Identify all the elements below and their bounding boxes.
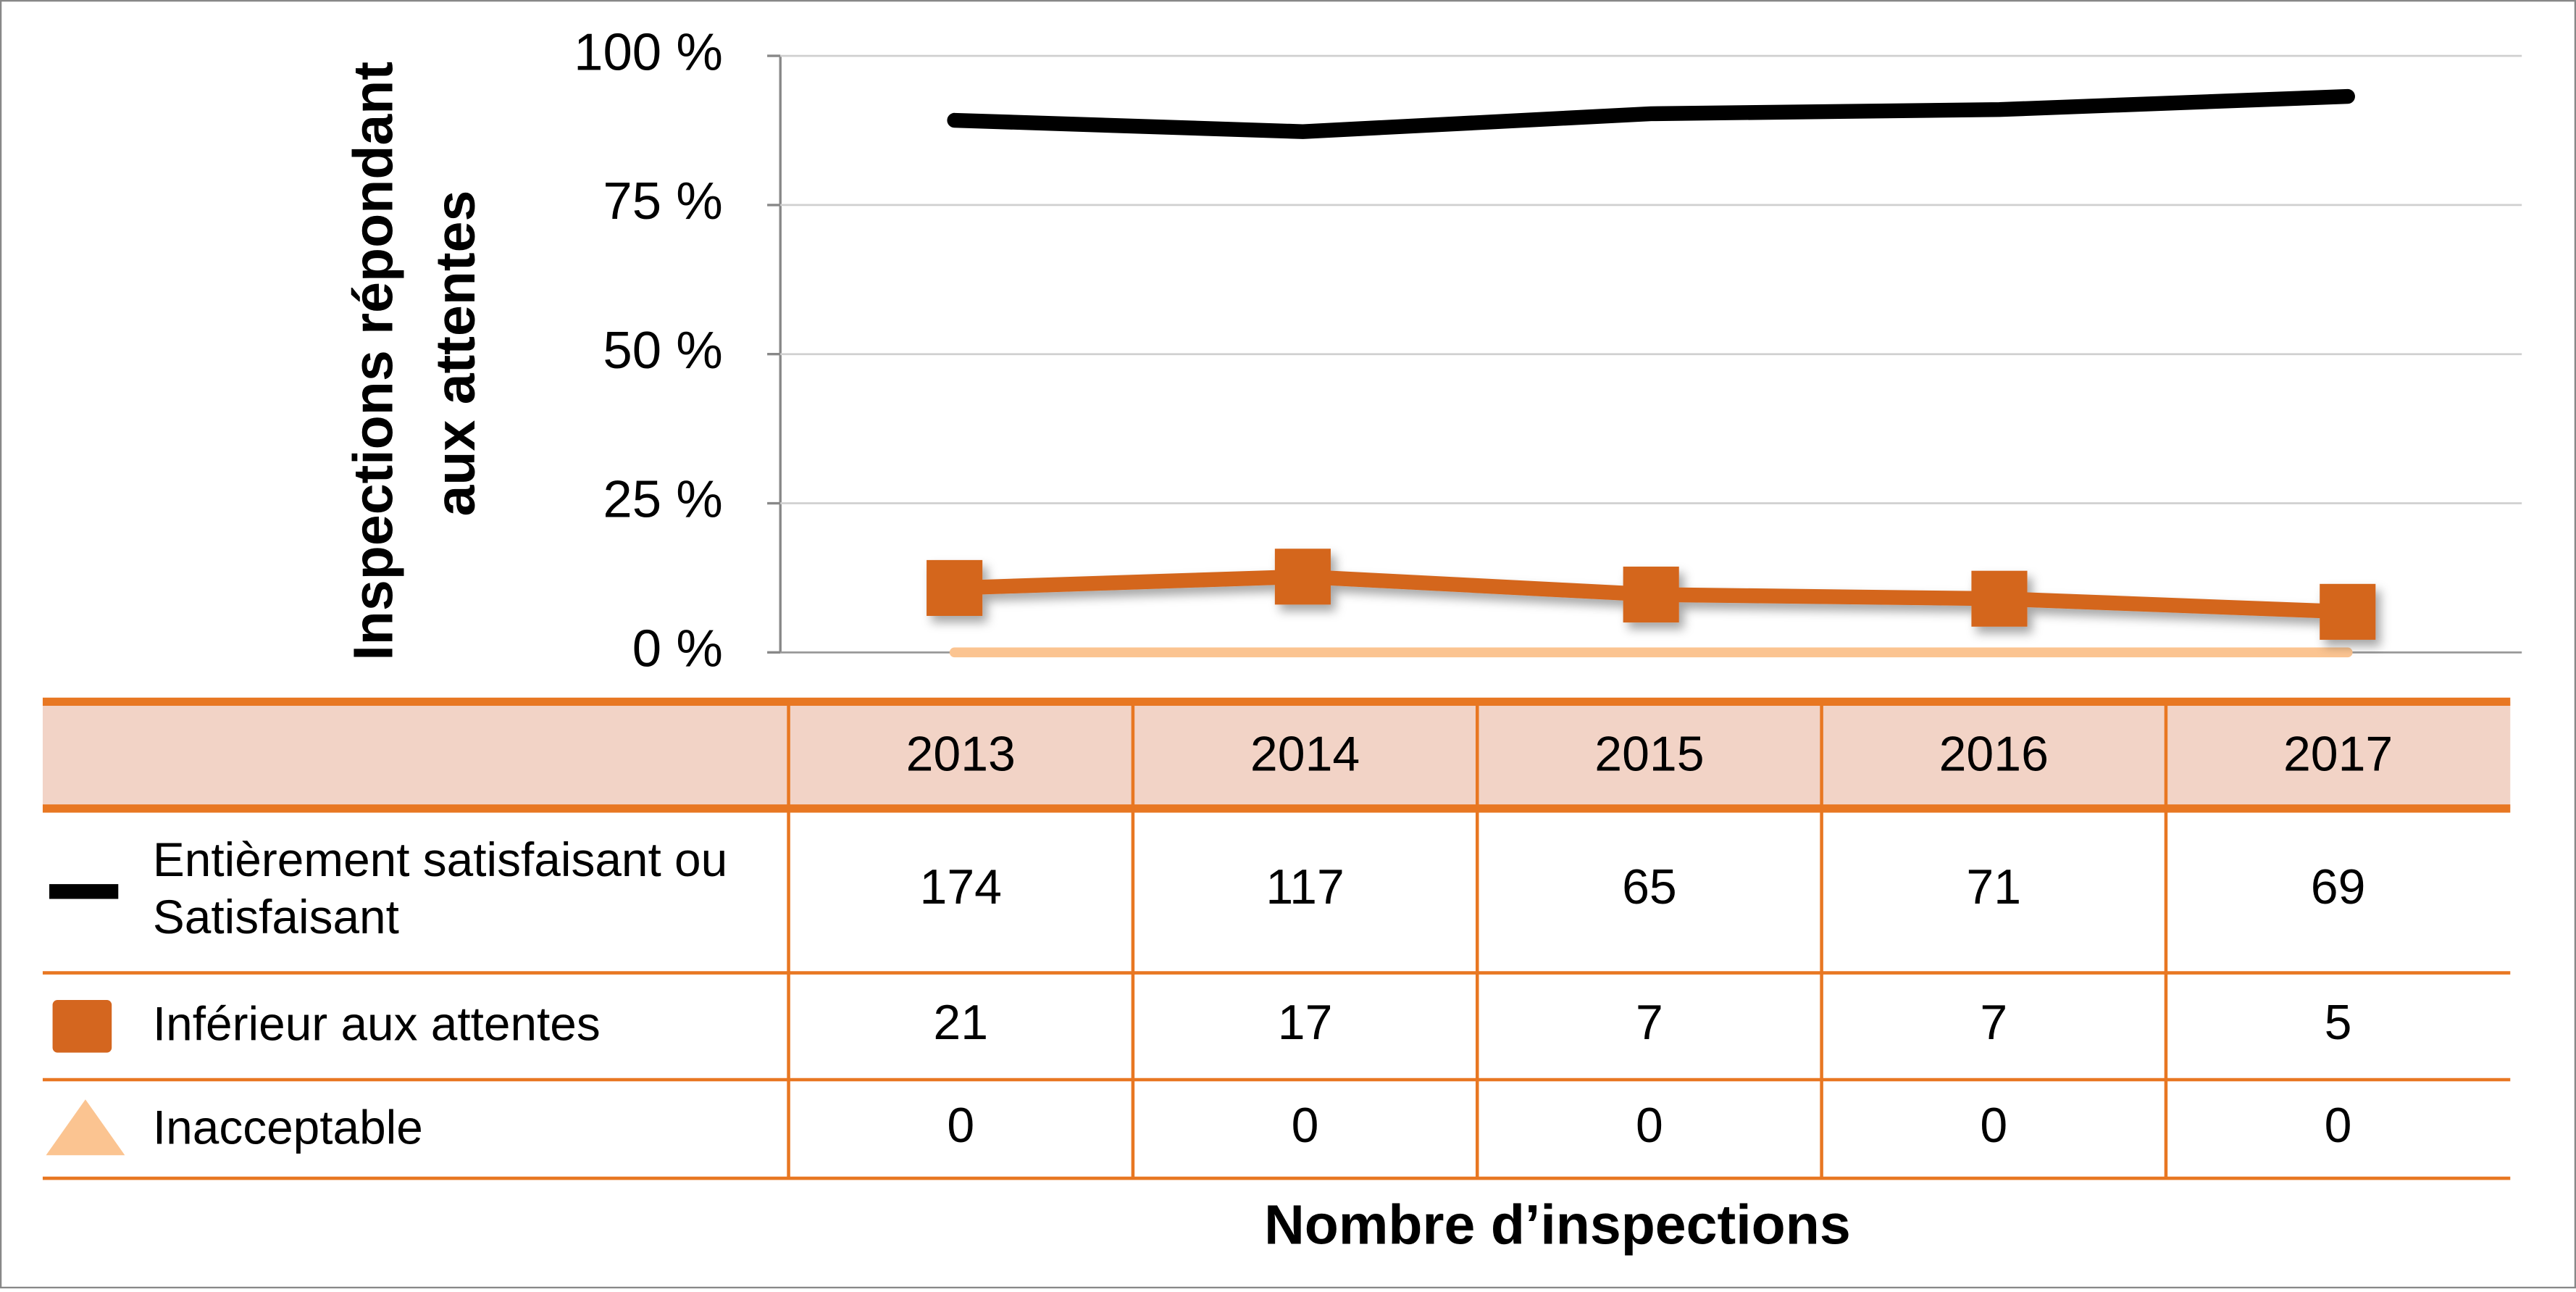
y-tick-label: 100 % [574,22,723,81]
legend-label: Inférieur aux attentes [153,980,769,1073]
legend-label: Entièrement satisfaisant ou Satisfaisant [153,815,769,967]
marker [927,559,983,616]
table-cell: 5 [2325,995,2352,1050]
x-axis-title: Nombre d’inspections [1264,1194,1851,1256]
table-header-bg [42,701,2511,809]
table-cell: 65 [1622,859,1677,914]
y-axis-title-line: Inspections répondant [343,46,405,661]
y-axis-title-line: aux attentes [425,191,487,517]
legend-entry: Inférieur aux attentes [153,980,769,1073]
x-tick-label: 2017 [2283,726,2393,781]
legend-label: Inacceptable [153,1086,769,1172]
table-cell: 69 [2311,859,2366,914]
series [927,549,2376,640]
series [947,88,2355,139]
marker [1971,570,2028,627]
table-cell: 174 [920,859,1002,914]
table-cell: 71 [1966,859,2021,914]
legend-text: Entièrement satisfaisant ou Satisfaisant [152,835,728,946]
table-cell: 0 [1292,1098,1319,1153]
y-tick-label: 50 % [603,321,722,380]
marker [1274,549,1331,605]
legend-key [52,999,112,1053]
y-axis-title: Inspections répondant aux attentes [343,46,487,661]
marker [2320,583,2376,640]
legend-key [49,884,119,899]
y-tick-label: 75 % [603,172,722,230]
table-cell: 0 [2325,1098,2352,1153]
series-line [947,88,2355,139]
table-cell: 0 [1980,1098,2007,1153]
table-cell: 0 [1636,1098,1663,1153]
table-cell: 117 [1266,859,1344,914]
table-cell: 21 [933,995,988,1050]
legend-entry: Inacceptable [153,1086,769,1172]
x-tick-label: 2013 [906,726,1016,781]
y-tick-label: 0 % [632,620,723,678]
x-tick-label: 2014 [1250,726,1360,781]
table-cell: 0 [947,1098,974,1153]
x-tick-label: 2015 [1594,726,1704,781]
table-cell: 7 [1980,995,2007,1050]
x-tick-label: 2016 [1939,726,2049,781]
legend-text: Inacceptable [152,1101,423,1155]
legend-entry: Entièrement satisfaisant ou Satisfaisant [153,815,769,967]
legend-text: Inférieur aux attentes [152,999,601,1052]
table-cell: 7 [1636,995,1663,1050]
table-cell: 17 [1278,995,1333,1050]
y-tick-label: 25 % [603,470,722,529]
legend-key [46,1099,125,1156]
marker [1623,566,1679,623]
